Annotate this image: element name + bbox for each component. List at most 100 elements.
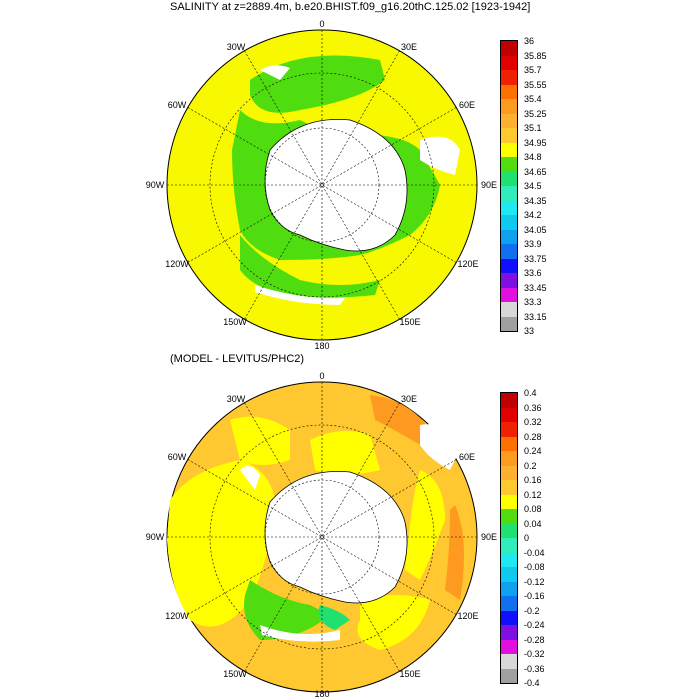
- colorbar-swatch: [501, 494, 517, 509]
- colorbar-swatch: [501, 407, 517, 422]
- lon-label-90e: 90E: [480, 532, 498, 542]
- colorbar-label: 33.3: [524, 297, 542, 307]
- colorbar-label: 0.16: [524, 475, 542, 485]
- colorbar-label: 0.32: [524, 417, 542, 427]
- colorbar-swatch: [501, 84, 517, 99]
- colorbar-label: 35.7: [524, 65, 542, 75]
- colorbar-label: 33: [524, 326, 535, 336]
- colorbar-swatch: [501, 215, 517, 230]
- colorbar-swatch: [501, 244, 517, 259]
- colorbar-label: 35.25: [524, 108, 547, 119]
- lon-label-120e: 120E: [457, 259, 479, 269]
- colorbar-label: 34.35: [524, 195, 547, 206]
- colorbar-label: 33.9: [524, 239, 542, 249]
- colorbar-label: 36: [524, 36, 535, 46]
- colorbar-swatch: [501, 186, 517, 201]
- colorbar-swatch: [501, 200, 517, 215]
- colorbar-label: 35.85: [524, 50, 547, 61]
- colorbar-swatch: [501, 157, 517, 172]
- colorbar-swatch: [501, 422, 517, 437]
- lon-label-90e: 90E: [480, 180, 498, 190]
- panel2-title: (MODEL - LEVITUS/PHC2): [170, 353, 305, 365]
- colorbar-label: 33.15: [524, 311, 547, 322]
- colorbar-label: 0.04: [524, 518, 542, 529]
- colorbar-swatch: [501, 451, 517, 466]
- lon-label-0: 0: [319, 19, 325, 29]
- colorbar-label: 0.28: [524, 431, 542, 442]
- colorbar-swatch: [501, 70, 517, 85]
- colorbar-label: 34.65: [524, 166, 547, 177]
- lon-label-60w: 60W: [167, 100, 187, 110]
- colorbar-label: 34.5: [524, 181, 542, 191]
- salinity-colorbar: [500, 40, 518, 332]
- colorbar-swatch: [501, 55, 517, 70]
- colorbar-swatch: [501, 393, 517, 408]
- lon-label-150w: 150W: [223, 669, 247, 679]
- colorbar-label: -0.28: [524, 634, 545, 645]
- colorbar-swatch: [501, 128, 517, 143]
- panel1-title: SALINITY at z=2889.4m, b.e20.BHIST.f09_g…: [170, 1, 531, 13]
- colorbar-swatch: [501, 41, 517, 56]
- colorbar-label: 0: [524, 533, 530, 543]
- colorbar-label: 34.8: [524, 152, 542, 162]
- lon-label-180: 180: [314, 689, 330, 699]
- lon-label-30e: 30E: [400, 42, 418, 52]
- colorbar-swatch: [501, 99, 517, 114]
- colorbar-swatch: [501, 465, 517, 480]
- colorbar-label: 0.24: [524, 446, 542, 456]
- colorbar-label: -0.08: [524, 562, 545, 572]
- colorbar-swatch: [501, 229, 517, 244]
- colorbar-swatch: [501, 480, 517, 495]
- lon-label-150e: 150E: [399, 669, 421, 679]
- colorbar-swatch: [501, 436, 517, 451]
- colorbar-label: -0.12: [524, 576, 545, 587]
- colorbar-swatch: [501, 552, 517, 567]
- colorbar-swatch: [501, 523, 517, 538]
- colorbar-label: 34.05: [524, 224, 547, 235]
- colorbar-label: 33.45: [524, 282, 547, 293]
- lon-label-120e: 120E: [457, 611, 479, 621]
- lon-label-30w: 30W: [226, 42, 246, 52]
- lon-label-120w: 120W: [165, 259, 189, 269]
- colorbar-swatch: [501, 302, 517, 317]
- lon-label-90w: 90W: [145, 180, 165, 190]
- colorbar-swatch: [501, 316, 517, 331]
- lon-label-150w: 150W: [223, 317, 247, 327]
- colorbar-swatch: [501, 258, 517, 273]
- colorbar-label: -0.2: [524, 605, 540, 616]
- colorbar-swatch: [501, 273, 517, 288]
- colorbar-label: -0.4: [524, 678, 540, 688]
- lon-label-150e: 150E: [399, 317, 421, 327]
- colorbar-label: -0.16: [524, 591, 545, 601]
- colorbar-label: -0.36: [524, 663, 545, 674]
- lon-label-30w: 30W: [226, 394, 246, 404]
- lon-label-60w: 60W: [167, 452, 187, 462]
- colorbar-swatch: [501, 142, 517, 157]
- colorbar-swatch: [501, 287, 517, 302]
- colorbar-label: 35.1: [524, 123, 542, 133]
- colorbar-swatch: [501, 113, 517, 128]
- colorbar-label: 33.6: [524, 268, 542, 278]
- colorbar-swatch: [501, 625, 517, 640]
- colorbar-label: 34.2: [524, 210, 542, 220]
- difference-colorbar: [500, 392, 518, 684]
- lon-label-60e: 60E: [458, 100, 476, 110]
- colorbar-label: -0.04: [524, 547, 545, 558]
- colorbar-label: 0.12: [524, 489, 542, 500]
- colorbar-swatch: [501, 639, 517, 654]
- lon-label-60e: 60E: [458, 452, 476, 462]
- colorbar-swatch: [501, 171, 517, 186]
- colorbar-label: 34.95: [524, 137, 547, 148]
- colorbar-label: -0.24: [524, 620, 545, 630]
- colorbar-swatch: [501, 654, 517, 669]
- colorbar-label: 0.08: [524, 504, 542, 514]
- colorbar-label: 0.4: [524, 388, 537, 398]
- lon-label-180: 180: [314, 341, 330, 351]
- colorbar-swatch: [501, 668, 517, 683]
- colorbar-label: -0.32: [524, 649, 545, 659]
- difference-map: [166, 381, 478, 693]
- colorbar-label: 0.2: [524, 460, 537, 471]
- colorbar-swatch: [501, 610, 517, 625]
- salinity-map: [166, 29, 478, 341]
- colorbar-swatch: [501, 581, 517, 596]
